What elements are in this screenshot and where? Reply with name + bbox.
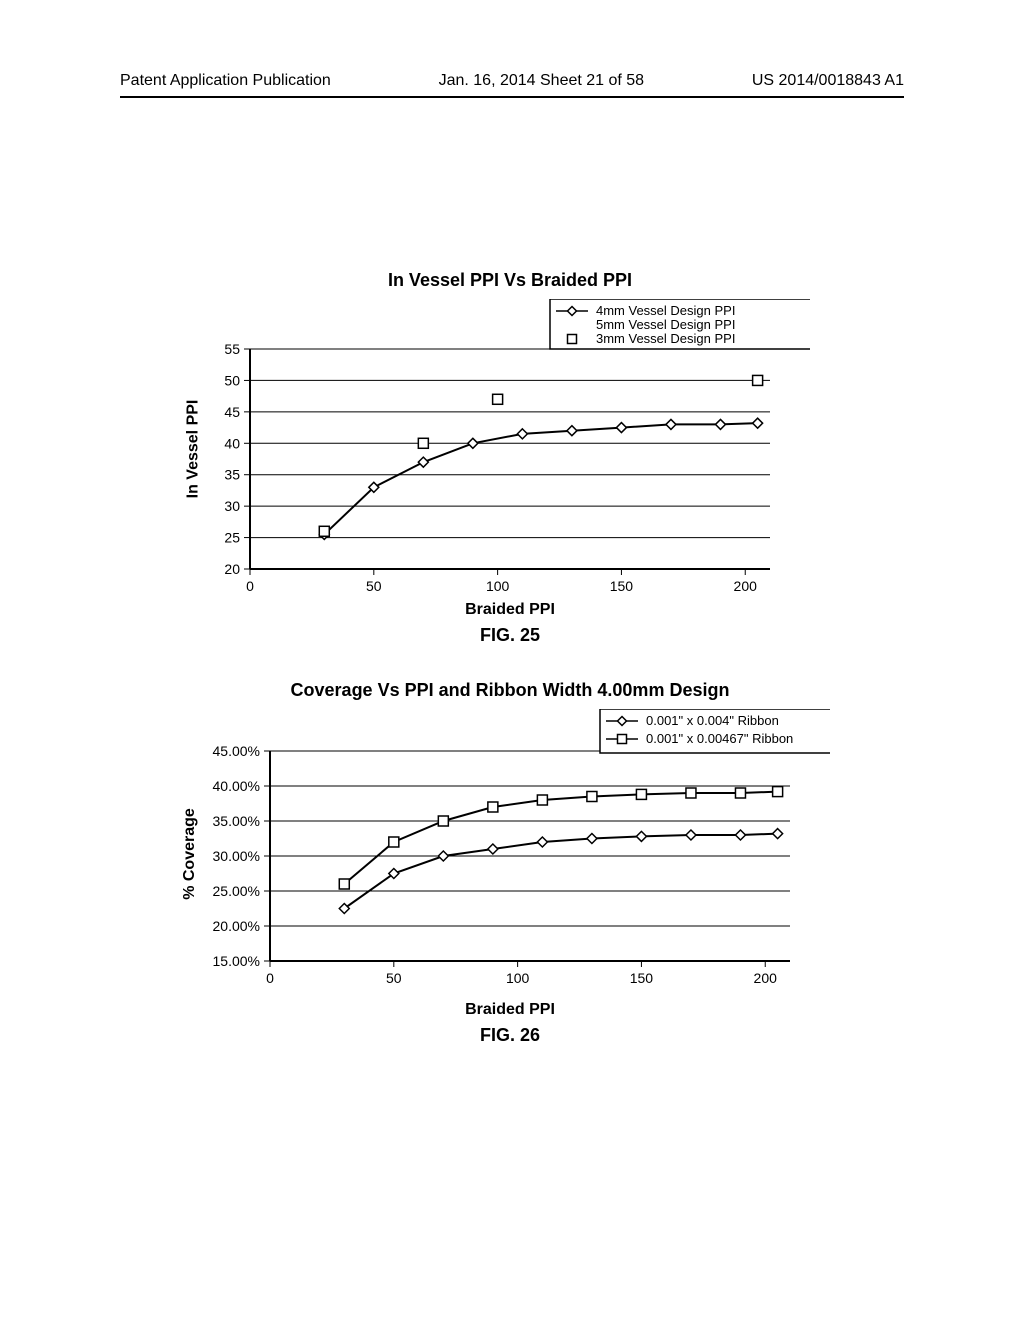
chart2-figlabel: FIG. 26: [170, 1025, 850, 1046]
svg-text:30.00%: 30.00%: [213, 848, 260, 864]
svg-text:15.00%: 15.00%: [213, 953, 260, 969]
page-header: Patent Application Publication Jan. 16, …: [0, 72, 1024, 90]
chart2-ylabel: % Coverage: [181, 808, 199, 900]
svg-text:20.00%: 20.00%: [213, 918, 260, 934]
svg-text:0.001" x 0.00467" Ribbon: 0.001" x 0.00467" Ribbon: [646, 731, 793, 746]
svg-text:150: 150: [610, 578, 634, 594]
chart-fig26: Coverage Vs PPI and Ribbon Width 4.00mm …: [170, 680, 850, 1046]
svg-text:50: 50: [224, 372, 240, 388]
chart1-plot: In Vessel PPI 20253035404550550501001502…: [170, 299, 850, 599]
chart1-xlabel: Braided PPI: [170, 601, 850, 619]
svg-text:0: 0: [246, 578, 254, 594]
svg-text:150: 150: [630, 970, 654, 986]
svg-text:55: 55: [224, 341, 240, 357]
svg-text:35: 35: [224, 467, 240, 483]
chart-fig25: In Vessel PPI Vs Braided PPI In Vessel P…: [170, 270, 850, 646]
svg-text:45.00%: 45.00%: [213, 743, 260, 759]
header-rule: [120, 96, 904, 98]
svg-text:40.00%: 40.00%: [213, 778, 260, 794]
svg-text:100: 100: [486, 578, 510, 594]
chart2-svg: 15.00% 20.00% 25.00% 30.00% 35.00% 40.00% 45.0…: [170, 709, 830, 999]
svg-text:50: 50: [366, 578, 382, 594]
svg-text:0.001" x 0.004" Ribbon: 0.001" x 0.004" Ribbon: [646, 713, 779, 728]
chart2-title: Coverage Vs PPI and Ribbon Width 4.00mm …: [170, 680, 850, 701]
svg-text:50: 50: [386, 970, 402, 986]
svg-text:20: 20: [224, 561, 240, 577]
svg-text:45: 45: [224, 404, 240, 420]
svg-text:5mm Vessel Design PPI: 5mm Vessel Design PPI: [596, 317, 735, 332]
svg-text:25.00%: 25.00%: [213, 883, 260, 899]
chart1-ylabel: In Vessel PPI: [184, 400, 202, 499]
svg-text:200: 200: [754, 970, 778, 986]
svg-text:4mm Vessel Design PPI: 4mm Vessel Design PPI: [596, 303, 735, 318]
svg-text:25: 25: [224, 530, 240, 546]
svg-text:30: 30: [224, 498, 240, 514]
chart2-plot: % Coverage 15.00% 20.00% 25.00% 30.00% 35.00…: [170, 709, 850, 999]
svg-text:200: 200: [734, 578, 758, 594]
header-left: Patent Application Publication: [120, 72, 331, 90]
chart1-title: In Vessel PPI Vs Braided PPI: [170, 270, 850, 291]
svg-text:40: 40: [224, 435, 240, 451]
svg-text:100: 100: [506, 970, 530, 986]
svg-text:3mm Vessel Design PPI: 3mm Vessel Design PPI: [596, 331, 735, 346]
svg-text:35.00%: 35.00%: [213, 813, 260, 829]
header-right: US 2014/0018843 A1: [752, 72, 904, 90]
chart1-svg: 20 25 30 35 40 45 50 55 0 50 100 150 200 4mm Vessel D…: [170, 299, 810, 599]
chart2-xlabel: Braided PPI: [170, 1001, 850, 1019]
svg-text:0: 0: [266, 970, 274, 986]
header-center: Jan. 16, 2014 Sheet 21 of 58: [439, 72, 645, 90]
chart1-figlabel: FIG. 25: [170, 625, 850, 646]
